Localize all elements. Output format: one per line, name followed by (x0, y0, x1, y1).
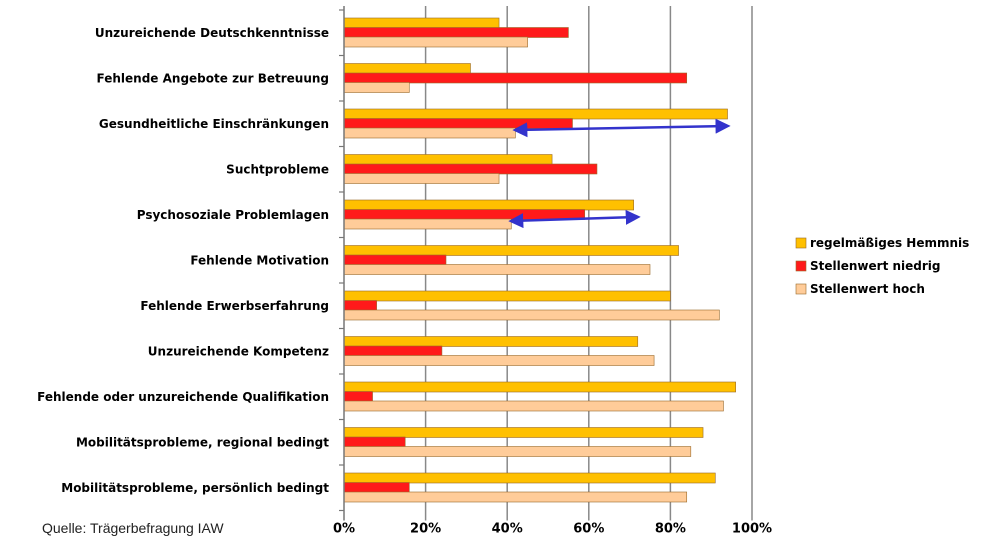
bar-stellenwert-hoch (343, 127, 516, 139)
x-tick-label: 40% (492, 522, 523, 537)
bar-stellenwert-hoch (343, 82, 410, 93)
category-label: Fehlende oder unzureichende Qualifikatio… (37, 390, 329, 404)
bar-stellenwert-niedrig (343, 300, 377, 311)
bar-stellenwert-hoch (343, 36, 528, 48)
category-labels: Unzureichende Deutschkenntnisse Fehlende … (37, 26, 329, 495)
x-tick-label: 80% (655, 522, 686, 537)
legend-label: regelmäßiges Hemmnis (810, 236, 969, 250)
bar-regelmäßiges-hemmnis (343, 336, 639, 347)
x-tick-label: 0% (333, 522, 355, 537)
bar-regelmäßiges-hemmnis (343, 472, 716, 484)
source-note: Quelle: Trägerbefragung IAW (42, 520, 224, 536)
bar-regelmäßiges-hemmnis (343, 154, 553, 165)
category-label: Gesundheitliche Einschränkungen (99, 117, 329, 131)
bar-regelmäßiges-hemmnis (343, 381, 736, 393)
category-label: Suchtprobleme (226, 163, 329, 177)
bar-stellenwert-hoch (343, 446, 692, 457)
x-tick-labels: 0% 20% 40% 60% 80% 100% (333, 522, 772, 537)
bar-regelmäßiges-hemmnis (343, 427, 704, 438)
bar-regelmäßiges-hemmnis (343, 63, 471, 74)
bar-stellenwert-hoch (343, 400, 724, 412)
bar-regelmäßiges-hemmnis (343, 290, 671, 302)
bar-stellenwert-niedrig (343, 436, 406, 448)
category-label: Fehlende Erwerbserfahrung (140, 299, 329, 313)
x-tick-label: 20% (410, 522, 441, 537)
bar-regelmäßiges-hemmnis (343, 245, 679, 256)
legend-label: Stellenwert hoch (810, 282, 925, 296)
bar-stellenwert-niedrig (343, 27, 569, 38)
bar-stellenwert-niedrig (343, 482, 410, 493)
legend-swatch (795, 283, 807, 295)
x-tick-label: 60% (573, 522, 604, 537)
legend-swatch (795, 237, 807, 249)
legend-swatch (795, 260, 807, 272)
category-label: Mobilitätsprobleme, regional bedingt (76, 436, 329, 450)
bar-stellenwert-hoch (343, 264, 651, 275)
category-label: Unzureichende Kompetenz (148, 345, 329, 359)
bars-layer (343, 17, 736, 503)
bar-stellenwert-hoch (343, 309, 720, 321)
bar-regelmäßiges-hemmnis (343, 199, 634, 211)
legend-label: Stellenwert niedrig (810, 259, 941, 273)
bar-regelmäßiges-hemmnis (343, 108, 728, 120)
category-label: Fehlende Angebote zur Betreuung (97, 72, 329, 86)
bar-stellenwert-niedrig (343, 72, 688, 84)
bar-stellenwert-hoch (343, 355, 655, 366)
legend: regelmäßiges Hemmnis Stellenwert niedrig S… (795, 236, 969, 296)
bar-stellenwert-hoch (343, 218, 512, 230)
annotations-layer (508, 118, 731, 229)
category-label: Mobilitätsprobleme, persönlich bedingt (61, 481, 329, 495)
bar-stellenwert-niedrig (343, 163, 598, 175)
x-tick-label: 100% (732, 522, 772, 537)
double-arrow-annotation (512, 118, 731, 138)
bar-stellenwert-niedrig (343, 209, 586, 220)
bar-stellenwert-hoch (343, 173, 500, 184)
double-arrow-annotation (508, 209, 641, 229)
axis-layer (339, 6, 345, 521)
category-label: Psychosoziale Problemlagen (137, 208, 329, 222)
bar-stellenwert-niedrig (343, 118, 573, 129)
category-label: Unzureichende Deutschkenntnisse (95, 26, 329, 40)
category-label: Fehlende Motivation (190, 254, 329, 268)
bar-stellenwert-hoch (343, 491, 688, 503)
bar-stellenwert-niedrig (343, 391, 373, 402)
bar-stellenwert-niedrig (343, 254, 447, 266)
bar-stellenwert-niedrig (343, 345, 443, 357)
bar-regelmäßiges-hemmnis (343, 17, 500, 29)
